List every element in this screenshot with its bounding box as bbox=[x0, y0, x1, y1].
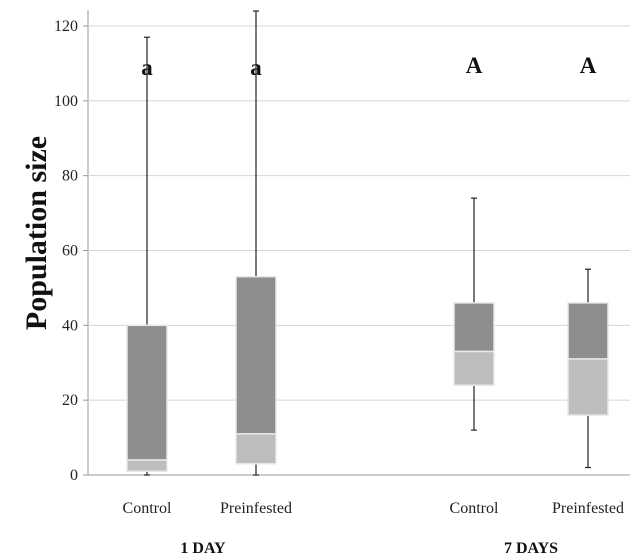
y-tick-label-60: 60 bbox=[62, 243, 78, 260]
day7-control-category-label: Control bbox=[450, 500, 499, 517]
y-tick-label-20: 20 bbox=[62, 392, 78, 409]
day7-preinfested-lower-box bbox=[567, 358, 609, 416]
day1-control-lower-box bbox=[126, 459, 168, 473]
gridlines bbox=[83, 10, 630, 476]
day1-preinfested-category-label: Preinfested bbox=[220, 500, 292, 517]
group-label-0: 1 DAY bbox=[180, 540, 226, 557]
labels: a Control a Preinfested 1 DAY A Control A Preinf… bbox=[123, 53, 624, 557]
group-label-1: 7 DAYS bbox=[504, 540, 558, 557]
y-axis-label: Population size bbox=[20, 136, 53, 330]
y-tick-label-100: 100 bbox=[54, 93, 78, 110]
y-tick-label-120: 120 bbox=[54, 18, 78, 35]
day7-preinfested-category-label: Preinfested bbox=[552, 500, 624, 517]
y-tick-label-40: 40 bbox=[62, 317, 78, 334]
day1-control-annotation: a bbox=[141, 55, 153, 80]
day1-preinfested-annotation: a bbox=[250, 55, 262, 80]
day7-preinfested-upper-box bbox=[567, 302, 609, 360]
y-tick-label-0: 0 bbox=[70, 467, 78, 484]
y-axis-ticks: 0 20 40 60 80 100 120 bbox=[54, 18, 78, 484]
day1-control-category-label: Control bbox=[123, 500, 172, 517]
y-tick-label-80: 80 bbox=[62, 168, 78, 185]
day1-preinfested-lower-box bbox=[235, 433, 277, 465]
boxes bbox=[126, 10, 609, 476]
day1-control-upper-box bbox=[126, 324, 168, 461]
day1-preinfested-upper-box bbox=[235, 275, 277, 435]
day7-control-upper-box bbox=[453, 302, 495, 353]
day7-control-annotation: A bbox=[466, 53, 483, 78]
day7-preinfested-annotation: A bbox=[580, 53, 597, 78]
day7-control-lower-box bbox=[453, 350, 495, 386]
